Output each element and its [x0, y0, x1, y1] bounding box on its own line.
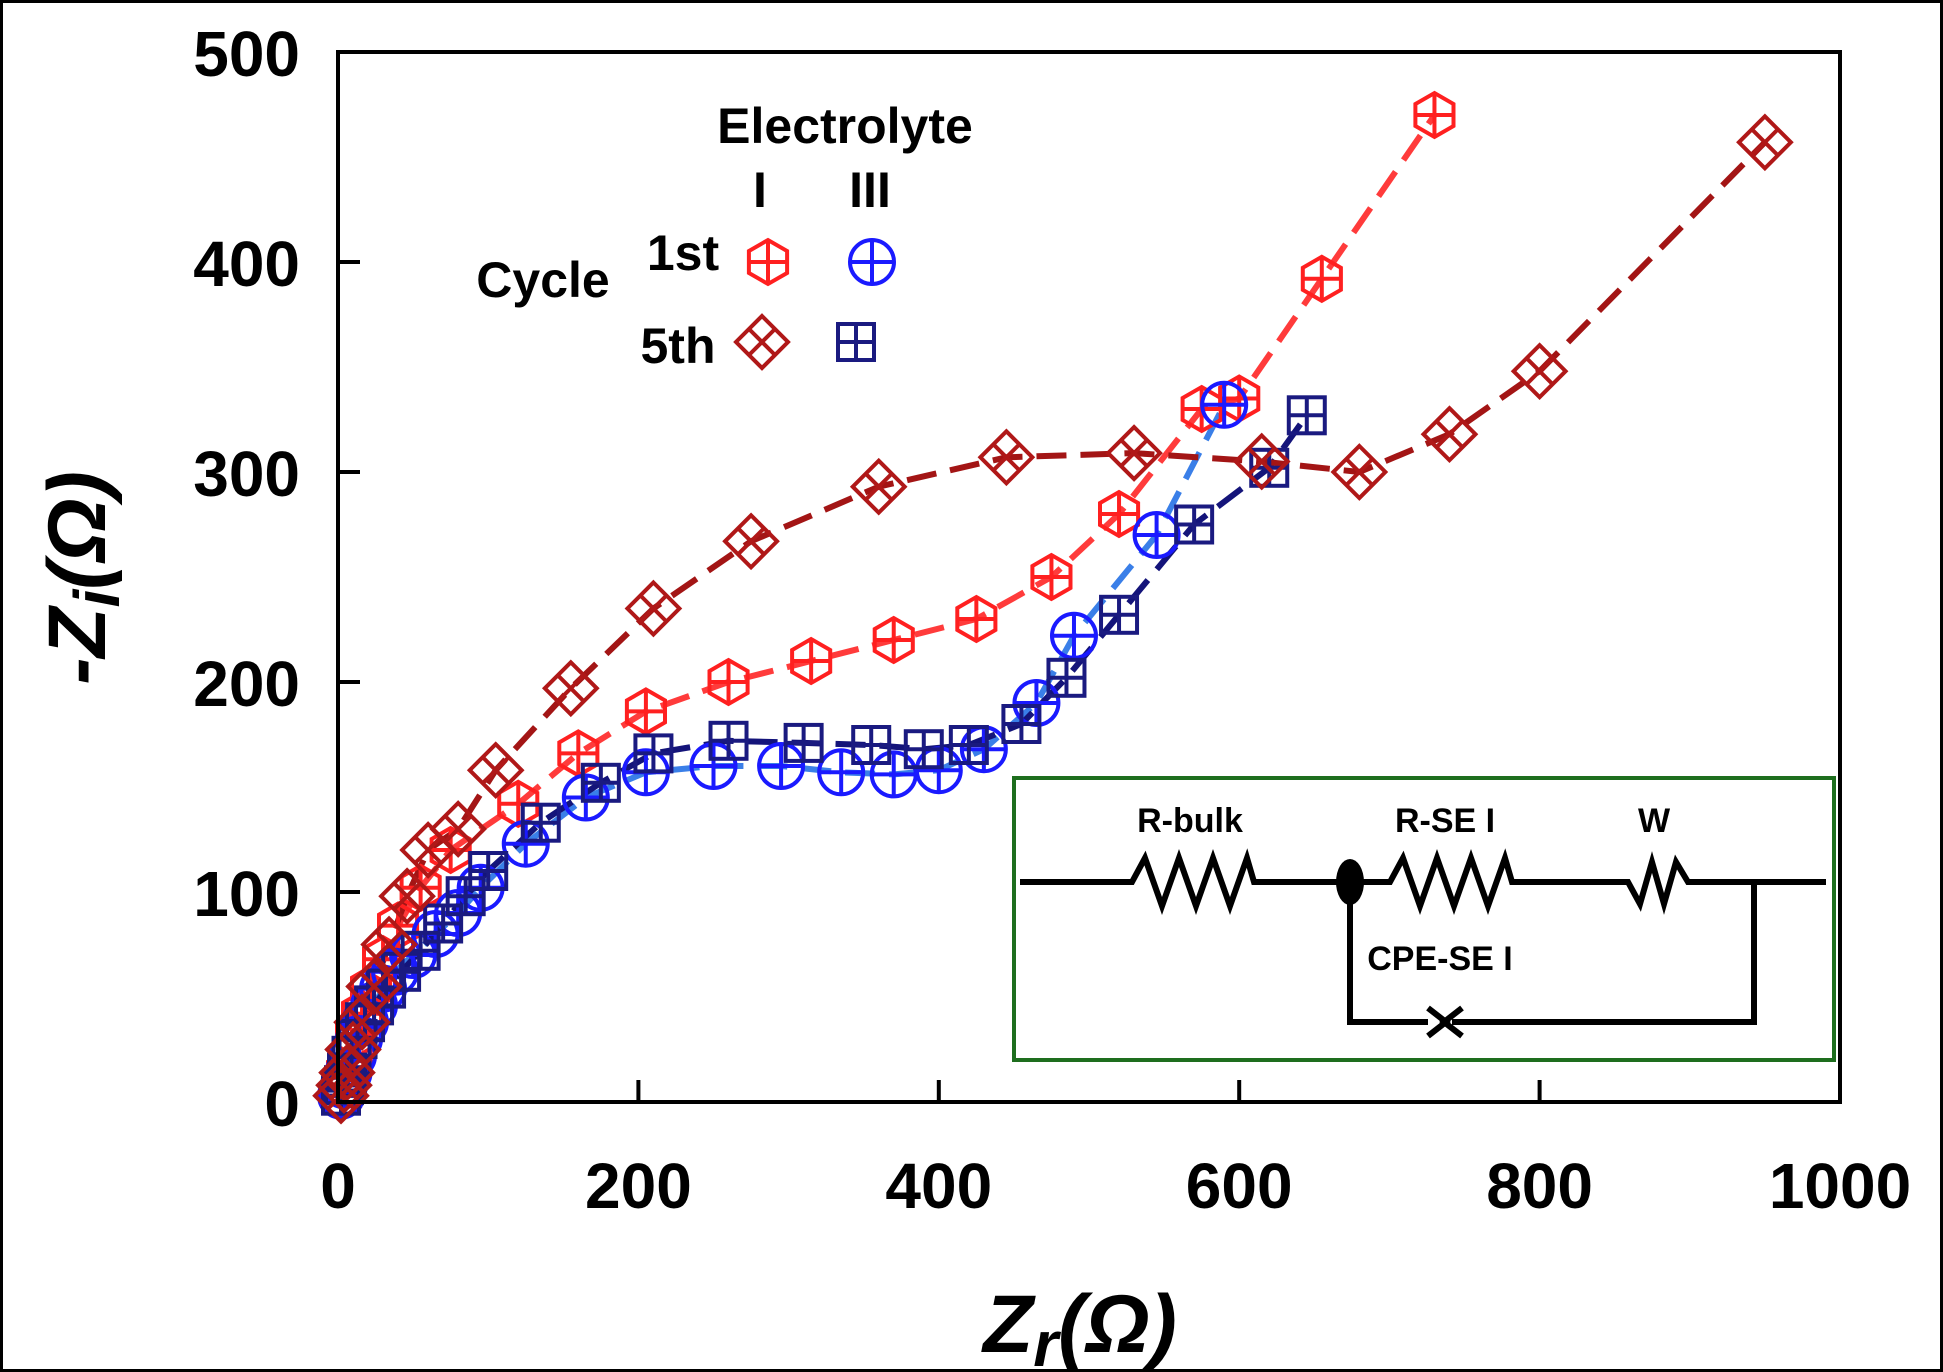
- point-I-5th: [378, 867, 436, 926]
- point-I-5th: [1330, 443, 1389, 501]
- y-tick-label: 300: [193, 438, 300, 510]
- point-III-5th: [1174, 504, 1215, 545]
- cpe-branch-left: [1347, 882, 1428, 1025]
- x-tick-label: 0: [320, 1150, 356, 1222]
- point-III-5th: [783, 722, 824, 763]
- legend-marker-I-5th: [733, 313, 791, 371]
- point-III-1st: [869, 750, 918, 799]
- point-I-1st: [557, 729, 600, 778]
- x-axis-label: Zr(Ω): [981, 1279, 1177, 1372]
- r-bulk-label: R-bulk: [1137, 802, 1243, 840]
- point-III-5th: [1099, 594, 1140, 635]
- point-I-1st: [955, 594, 998, 644]
- point-I-5th: [1232, 432, 1291, 491]
- legend-marker-III-1st: [848, 238, 896, 286]
- point-III-5th: [903, 729, 944, 770]
- point-I-5th: [541, 659, 600, 718]
- x-tick-label: 600: [1186, 1150, 1293, 1222]
- point-III-1st: [1049, 611, 1098, 660]
- legend-row-1st: 1st: [647, 225, 720, 281]
- inset-border: [1012, 776, 1836, 1062]
- point-I-1st: [1413, 90, 1456, 140]
- y-tick-label: 100: [193, 858, 300, 930]
- cpe-branch-right: [1452, 882, 1757, 1025]
- point-III-1st: [757, 742, 806, 790]
- legend-row-5th: 5th: [641, 318, 716, 374]
- plot-area-border: [336, 50, 1842, 1104]
- point-III-1st: [1132, 511, 1181, 559]
- circuit-node: [1336, 859, 1364, 905]
- point-I-5th: [1510, 342, 1569, 401]
- warburg-label: W: [1638, 802, 1671, 840]
- y-axis-ticks: 0 100 200 300 400 500: [193, 18, 360, 1140]
- point-I-5th: [360, 915, 418, 974]
- point-I-5th: [722, 512, 780, 571]
- point-I-1st: [872, 615, 915, 665]
- point-I-5th: [1420, 405, 1479, 464]
- point-I-1st: [707, 657, 750, 707]
- legend-markers: [733, 237, 896, 371]
- point-III-5th: [948, 725, 989, 765]
- point-III-5th: [633, 733, 674, 774]
- x-tick-label: 400: [885, 1150, 992, 1222]
- y-tick-label: 500: [193, 18, 300, 90]
- legend-title: Electrolyte: [717, 98, 973, 154]
- point-I-5th: [333, 993, 391, 1052]
- point-III-1st: [817, 748, 866, 797]
- x-tick-label: 200: [585, 1150, 692, 1222]
- point-I-5th: [977, 428, 1036, 487]
- y-axis-label: -Zi(Ω): [32, 471, 133, 685]
- cpe-sei-label: CPE-SE I: [1367, 940, 1512, 978]
- point-I-1st: [790, 636, 833, 686]
- y-tick-label: 200: [193, 648, 300, 720]
- point-I-5th: [1736, 113, 1794, 172]
- x-tick-label: 800: [1486, 1150, 1593, 1222]
- point-I-5th: [849, 457, 908, 516]
- point-III-5th: [468, 851, 509, 891]
- point-I-5th: [345, 957, 403, 1016]
- r-sei-label: R-SE I: [1395, 802, 1495, 840]
- point-III-5th: [1286, 395, 1327, 436]
- legend: Electrolyte I III Cycle 1st 5th: [476, 98, 973, 374]
- point-III-5th: [520, 802, 561, 843]
- equivalent-circuit-inset: R-bulk R-SE I W CPE-SE I: [1012, 776, 1836, 1062]
- cpe-sei-element: [1426, 1005, 1464, 1039]
- series-markers: [312, 90, 1794, 1125]
- point-III-1st: [689, 742, 738, 790]
- point-I-5th: [624, 579, 683, 638]
- point-III-5th: [580, 762, 621, 803]
- point-I-1st: [1300, 254, 1343, 304]
- r-bulk-resistor: [1020, 848, 1350, 915]
- point-III-5th: [708, 720, 749, 761]
- point-III-5th: [423, 903, 464, 944]
- legend-marker-I-1st: [746, 237, 790, 287]
- x-tick-label: 1000: [1769, 1150, 1911, 1222]
- point-III-5th: [851, 725, 892, 765]
- point-I-5th: [466, 741, 525, 800]
- point-I-1st: [1030, 552, 1073, 602]
- point-I-5th: [429, 800, 487, 858]
- point-III-5th: [1001, 704, 1042, 744]
- point-I-5th: [1105, 424, 1163, 482]
- legend-column-electrolyte-I: I: [753, 162, 767, 218]
- y-tick-label: 0: [264, 1068, 300, 1140]
- legend-column-electrolyte-III: III: [849, 162, 891, 218]
- point-I-1st: [1098, 489, 1141, 539]
- legend-marker-III-5th: [836, 322, 876, 362]
- point-III-5th: [1046, 657, 1087, 698]
- r-sei-and-warburg: [1350, 848, 1826, 915]
- x-axis-ticks: 0 200 400 600 800 1000: [320, 1080, 1911, 1222]
- legend-row-group-label: Cycle: [476, 252, 609, 308]
- point-III-1st: [1200, 380, 1249, 429]
- point-I-1st: [624, 687, 667, 736]
- point-III-5th: [445, 876, 486, 917]
- y-tick-label: 400: [193, 228, 300, 300]
